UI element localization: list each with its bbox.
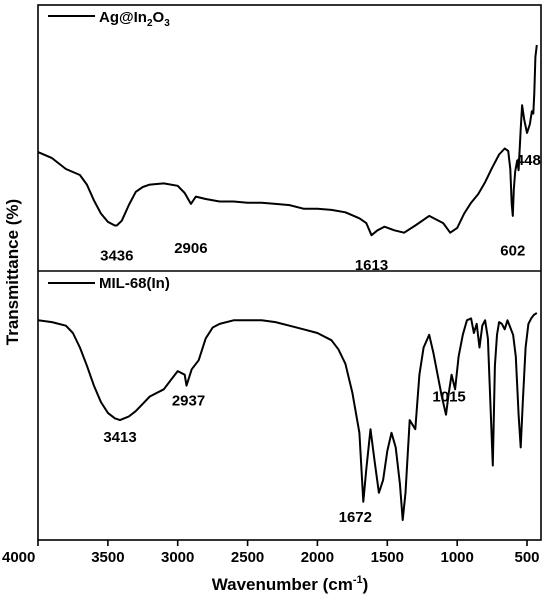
x-axis-ticks: 4000 3500 3000 2500 2000 1500 1000 500 (2, 540, 540, 566)
peak-label-2906: 2906 (174, 240, 207, 257)
x-tick-label-3000: 3000 (161, 549, 194, 566)
series-ag-in2o3 (37, 44, 538, 237)
legend-top: Ag@In2O3 (48, 9, 170, 29)
legend-bottom-label: MIL-68(In) (99, 275, 170, 292)
legend-top-sub1: 2 (147, 18, 153, 29)
peak-label-1015: 1015 (432, 388, 465, 405)
peak-label-602: 602 (500, 243, 525, 260)
y-axis-title: Transmittance (%) (3, 199, 22, 345)
x-tick-label-4000: 4000 (2, 549, 35, 566)
x-tick-label-500: 500 (514, 549, 539, 566)
peak-label-1672: 1672 (339, 509, 372, 526)
peak-label-448: 448 (516, 152, 541, 169)
legend-top-sub2: 3 (164, 18, 170, 29)
legend-bottom: MIL-68(In) (48, 275, 170, 292)
x-axis-title-close: ) (363, 575, 369, 594)
x-tick-label-3500: 3500 (91, 549, 124, 566)
peak-label-2937: 2937 (172, 393, 205, 410)
peak-label-1613: 1613 (355, 257, 388, 274)
peak-label-3436: 3436 (100, 247, 133, 264)
x-tick-label-2500: 2500 (231, 549, 264, 566)
peak-annotations: 3436 2906 1613 602 448 3413 2937 1672 1015 (100, 152, 541, 526)
x-axis-title-main: Wavenumber (cm (212, 575, 353, 594)
legend-top-mid: O (153, 9, 165, 26)
peak-label-3413: 3413 (103, 429, 136, 446)
legend-top-main: Ag@In (99, 9, 147, 26)
x-axis-title: Wavenumber (cm-1) (212, 574, 369, 594)
x-tick-label-2000: 2000 (301, 549, 334, 566)
legend-top-label: Ag@In2O3 (99, 9, 170, 29)
x-axis-title-sup: -1 (353, 574, 363, 586)
plot-frame (37, 4, 542, 541)
x-tick-label-1500: 1500 (371, 549, 404, 566)
x-tick-label-1000: 1000 (441, 549, 474, 566)
series-mil-68-in (37, 312, 538, 521)
